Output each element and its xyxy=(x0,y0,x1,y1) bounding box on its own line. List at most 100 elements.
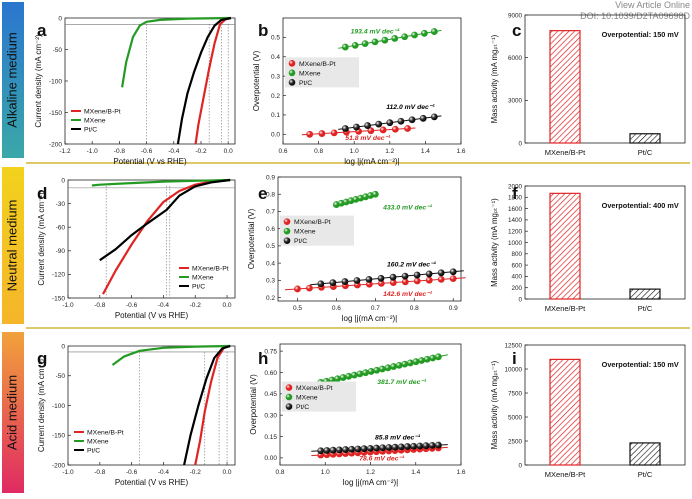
panel-g: g -1.0 -0.8 -0.6 -0.4 -0.2 0.0 0 -50 -100 -150 -200… xyxy=(37,343,236,487)
row-bar-0 xyxy=(2,2,24,158)
series-line-Pt/C xyxy=(176,16,232,145)
y-tick-label: -150 xyxy=(52,295,65,302)
data-point-MXene/B-Pt xyxy=(425,276,433,284)
x-tick-label: 0.8 xyxy=(314,148,323,155)
plot-frame xyxy=(524,344,686,466)
y-tick-label: 10000 xyxy=(504,366,522,373)
data-point-Pt/C xyxy=(422,442,430,450)
data-point-Pt/C xyxy=(341,278,349,285)
plot-frame xyxy=(282,17,462,145)
x-tick-label: -1.0 xyxy=(87,148,99,155)
y-tick-label: 600 xyxy=(511,262,522,269)
panel-a: a -1.2 -1.0 -0.8 -0.6 -0.4 -0.2 0.0 0 -50 -100 -150… xyxy=(34,15,236,166)
data-point-Pt/C xyxy=(419,114,427,122)
legend-label: MXene xyxy=(87,439,109,446)
data-point-MXene xyxy=(334,375,341,383)
legend-label: MXene xyxy=(192,275,214,282)
y-tick-label: 9000 xyxy=(508,12,523,19)
data-point-Pt/C xyxy=(360,445,368,453)
x-tick-label: -1.0 xyxy=(62,469,74,476)
data-point-MXene/B-Pt xyxy=(401,278,409,286)
y-tick-label: 0.45 xyxy=(264,391,277,398)
data-point-Pt/C xyxy=(375,120,383,128)
y-tick-label: 12500 xyxy=(504,342,522,349)
data-point-Pt/C xyxy=(391,443,399,451)
plot-frame xyxy=(524,14,686,144)
x-axis-label: log |j(mA cm⁻²)| xyxy=(342,314,398,323)
slope-annotation: 112.0 mV dec⁻¹ xyxy=(386,104,435,111)
x-tick-label: 0.6 xyxy=(278,148,287,155)
y-tick-label: 1600 xyxy=(508,206,523,213)
x-tick-label: 1.6 xyxy=(456,148,465,155)
y-tick-label: 0.2 xyxy=(266,295,275,302)
y-axis-label: Mass activity (mA mgₚₜ⁻¹) xyxy=(490,360,499,449)
data-point-MXene/B-Pt xyxy=(404,125,411,132)
y-axis-label: Mass activity (mA mgₚₜ⁻¹) xyxy=(490,34,499,123)
view-article-link[interactable]: View Article Online xyxy=(615,0,690,10)
bar-MXene/B-Pt xyxy=(549,358,581,466)
panel-c: c 0 3000 6000 9000 Mass activity (mA mgₚₜ⁻¹) M… xyxy=(490,12,686,157)
x-tick-label: 0.8 xyxy=(275,469,284,476)
series-line-MXene xyxy=(111,344,231,366)
x-axis-label: log |j(mA cm⁻²)| xyxy=(344,157,400,166)
x-tick-label: 1.0 xyxy=(350,148,359,155)
y-axis-label: Overpotential (V) xyxy=(249,374,258,435)
overpotential-note: Overpotential: 400 mV xyxy=(602,201,679,210)
data-point-MXene xyxy=(434,353,442,361)
x-tick-label: 1.6 xyxy=(456,469,465,476)
bar-Pt/C xyxy=(629,442,661,466)
data-point-MXene xyxy=(361,40,369,48)
x-tick-label: -0.4 xyxy=(158,469,170,476)
y-tick-label: -50 xyxy=(56,373,66,380)
bar-Pt/C xyxy=(629,288,661,300)
x-tick-label: -0.2 xyxy=(195,148,207,155)
legend-label: Pt/C xyxy=(296,404,309,411)
data-point-Pt/C xyxy=(416,442,424,450)
legend-box xyxy=(280,215,354,246)
overpotential-note: Overpotential: 150 mV xyxy=(602,30,679,39)
y-tick-label: -200 xyxy=(49,141,62,148)
x-tick-label: -0.6 xyxy=(126,302,138,309)
y-tick-label: -90 xyxy=(56,248,66,255)
data-point-MXene/B-Pt xyxy=(367,127,375,135)
y-axis-label: Current density (mA cm⁻²) xyxy=(37,359,46,452)
data-point-Pt/C xyxy=(397,443,405,451)
x-tick-label: -0.8 xyxy=(94,302,106,309)
data-point-MXene/B-Pt xyxy=(294,285,301,293)
x-axis-label: Potential (V vs RHE) xyxy=(115,311,189,320)
data-point-MXene/B-Pt xyxy=(379,126,387,134)
legend-label: MXene xyxy=(84,118,106,125)
data-point-Pt/C xyxy=(410,442,418,450)
data-point-MXene xyxy=(351,41,359,49)
legend-box xyxy=(285,57,359,88)
y-tick-label: 0 xyxy=(518,296,522,303)
legend-label: Pt/C xyxy=(84,127,97,134)
article-header: View Article Online DOI: 10.1039/D2TA096… xyxy=(580,0,690,22)
data-point-Pt/C xyxy=(408,116,416,124)
y-tick-label: -120 xyxy=(52,272,65,279)
x-tick-label: -0.8 xyxy=(114,148,126,155)
data-point-MXene xyxy=(356,370,364,378)
data-point-Pt/C xyxy=(404,443,411,450)
y-tick-label: 0.3 xyxy=(271,73,280,80)
data-point-Pt/C xyxy=(389,273,397,281)
slope-annotation: 160.2 mV dec⁻¹ xyxy=(387,262,437,269)
panel-i: i 0 2500 5000 7500 10000 12500 Mass activity (m… xyxy=(490,342,686,479)
y-tick-label: -60 xyxy=(56,225,66,232)
data-point-MXene xyxy=(421,29,428,37)
data-point-Pt/C xyxy=(373,444,380,452)
x-tick-label: 0.0 xyxy=(224,148,233,155)
y-axis-label: Overpotential (V) xyxy=(252,50,261,111)
y-axis-label: Current density (mA cm⁻²) xyxy=(37,192,46,285)
y-tick-label: 0.00 xyxy=(264,455,277,462)
y-tick-label: -150 xyxy=(49,110,62,117)
data-point-MXene xyxy=(345,372,353,380)
y-tick-label: 0.3 xyxy=(266,278,275,285)
y-tick-label: 400 xyxy=(511,274,522,281)
data-point-MXene xyxy=(395,361,403,369)
data-point-MXene xyxy=(371,190,379,198)
x-tick-label: -0.6 xyxy=(141,148,153,155)
y-tick-label: 7500 xyxy=(508,390,523,397)
panel-letter: f xyxy=(512,184,518,203)
